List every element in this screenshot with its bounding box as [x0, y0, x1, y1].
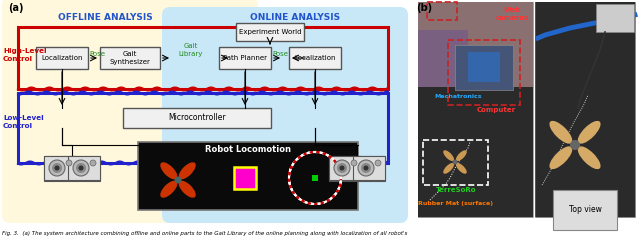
Bar: [596, 4, 634, 32]
Text: Experiment World: Experiment World: [239, 29, 301, 35]
Ellipse shape: [160, 181, 177, 198]
Circle shape: [358, 160, 374, 176]
Bar: [418, 2, 533, 217]
FancyBboxPatch shape: [289, 47, 341, 69]
Bar: [353, 156, 385, 180]
Circle shape: [339, 166, 344, 170]
Bar: [423, 140, 488, 185]
Text: Microcontroller: Microcontroller: [168, 114, 226, 122]
Text: Fig. 3.  (a) The system architecture combining offline and online parts to the G: Fig. 3. (a) The system architecture comb…: [2, 232, 408, 236]
Text: Localization: Localization: [294, 55, 336, 61]
FancyBboxPatch shape: [236, 23, 304, 41]
Circle shape: [334, 160, 350, 176]
Bar: [312, 175, 318, 181]
Ellipse shape: [549, 146, 572, 169]
Circle shape: [52, 163, 62, 173]
Circle shape: [364, 166, 369, 170]
Circle shape: [175, 176, 182, 183]
Ellipse shape: [179, 181, 196, 198]
Circle shape: [73, 160, 89, 176]
Circle shape: [54, 166, 60, 170]
Text: OFFLINE ANALYSIS: OFFLINE ANALYSIS: [58, 13, 152, 22]
Bar: [234, 167, 256, 189]
Ellipse shape: [578, 121, 600, 144]
Text: (a): (a): [8, 3, 24, 13]
Circle shape: [66, 160, 72, 166]
Ellipse shape: [179, 162, 196, 179]
Circle shape: [452, 160, 458, 165]
Ellipse shape: [456, 163, 467, 174]
Text: ONLINE ANALYSIS: ONLINE ANALYSIS: [250, 13, 340, 22]
Text: Gait
Synthesizer: Gait Synthesizer: [109, 51, 150, 65]
Text: Rubber Mat (surface): Rubber Mat (surface): [419, 201, 493, 207]
Ellipse shape: [444, 163, 454, 174]
Text: Pose: Pose: [272, 51, 288, 57]
FancyBboxPatch shape: [162, 7, 408, 223]
Ellipse shape: [444, 150, 454, 161]
Bar: [44, 156, 100, 181]
Text: Low-Level
Control: Low-Level Control: [3, 115, 44, 129]
Bar: [138, 142, 358, 210]
Text: Top view: Top view: [568, 206, 602, 214]
Circle shape: [351, 160, 357, 166]
Text: TerreSoRo: TerreSoRo: [436, 187, 476, 193]
Ellipse shape: [160, 162, 177, 179]
Circle shape: [570, 140, 580, 150]
Text: Path Planner: Path Planner: [223, 55, 267, 61]
Text: Gait
Library: Gait Library: [179, 43, 203, 57]
Text: Robot Locomotion: Robot Locomotion: [205, 146, 291, 154]
Bar: [535, 2, 635, 217]
Text: Localization: Localization: [41, 55, 83, 61]
Circle shape: [337, 163, 347, 173]
Circle shape: [49, 160, 65, 176]
Bar: [535, 2, 635, 217]
Bar: [427, 2, 457, 20]
Circle shape: [79, 166, 83, 170]
Circle shape: [361, 163, 371, 173]
Circle shape: [375, 160, 381, 166]
Bar: [448, 40, 520, 105]
Bar: [44, 156, 76, 180]
FancyBboxPatch shape: [100, 47, 160, 69]
FancyBboxPatch shape: [219, 47, 271, 69]
Bar: [418, 2, 533, 87]
Text: Web
cameras: Web cameras: [495, 7, 529, 21]
FancyBboxPatch shape: [2, 0, 258, 223]
FancyBboxPatch shape: [123, 108, 271, 128]
Circle shape: [76, 163, 86, 173]
FancyBboxPatch shape: [36, 47, 88, 69]
Ellipse shape: [549, 121, 572, 144]
Text: Pose: Pose: [89, 51, 105, 57]
Bar: [418, 30, 468, 110]
Ellipse shape: [578, 146, 600, 169]
Bar: [329, 156, 361, 180]
Text: (b): (b): [416, 3, 432, 13]
Bar: [418, 87, 533, 217]
Text: Computer: Computer: [476, 107, 516, 113]
Bar: [468, 52, 500, 82]
Bar: [329, 156, 385, 181]
Bar: [68, 156, 100, 180]
Ellipse shape: [456, 150, 467, 161]
Text: Mechatronics: Mechatronics: [434, 94, 481, 100]
Text: High-Level
Control: High-Level Control: [3, 48, 47, 62]
Bar: [455, 45, 513, 90]
Circle shape: [90, 160, 96, 166]
